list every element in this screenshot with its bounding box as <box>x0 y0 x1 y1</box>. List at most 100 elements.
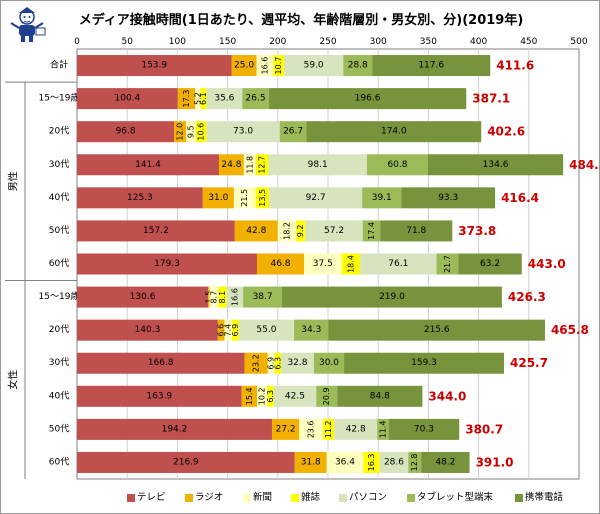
bar-segment <box>267 352 275 374</box>
segment-label: 48.2 <box>435 457 455 467</box>
segment-label: 174.0 <box>381 127 407 137</box>
legend-item: 新聞 <box>243 489 273 503</box>
segment-label: 5.2 <box>193 92 202 105</box>
bar-segment <box>77 88 178 110</box>
bar-segment <box>328 319 545 341</box>
bar-segment <box>271 418 300 440</box>
legend-swatch <box>185 493 193 502</box>
category-label: 30代 <box>49 357 69 368</box>
bar-segment <box>305 220 363 242</box>
segment-label: 17.4 <box>367 222 376 240</box>
segment-label: 8.7 <box>209 291 218 304</box>
segment-label: 215.6 <box>424 325 450 335</box>
segment-label: 32.8 <box>287 358 307 368</box>
bar-segment <box>241 385 258 407</box>
legend-swatch <box>127 493 135 502</box>
bar-segment <box>77 220 235 242</box>
segment-label: 46.8 <box>270 259 290 269</box>
segment-label: 21.7 <box>443 255 452 273</box>
segment-label: 159.3 <box>411 358 437 368</box>
legend-swatch <box>339 493 347 502</box>
bar-segment <box>436 253 459 275</box>
category-label: 60代 <box>49 258 69 269</box>
total-label: 373.8 <box>458 224 496 238</box>
bar-segment <box>379 451 409 473</box>
segment-label: 6.1 <box>199 92 208 105</box>
bar-segment <box>408 451 422 473</box>
segment-label: 31.0 <box>208 193 228 203</box>
category-label: 合計 <box>50 59 68 71</box>
bar-segment <box>255 154 269 176</box>
bar-segment <box>267 385 274 407</box>
chart-legend: テレビ ラジオ 新聞 雑誌 パソコン タブレット型端末 携帯電話 <box>1 485 600 505</box>
bar-segment <box>244 352 268 374</box>
category-label: 30代 <box>49 159 69 170</box>
segment-label: 34.3 <box>301 325 321 335</box>
segment-label: 42.8 <box>246 226 266 236</box>
bar-segment <box>326 451 364 473</box>
segment-label: 20.9 <box>322 387 331 405</box>
bar-segment <box>233 187 256 209</box>
legend-swatch <box>515 493 523 502</box>
segment-label: 76.1 <box>388 259 408 269</box>
bar-segment <box>209 286 219 308</box>
x-tick-label: 350 <box>420 37 437 47</box>
bar-segment <box>206 121 280 143</box>
segment-label: 9.2 <box>296 225 305 238</box>
category-label: 15～19歳 <box>39 290 80 302</box>
bar-segment <box>281 352 314 374</box>
segment-label: 10.6 <box>197 123 206 141</box>
bar-segment <box>274 352 282 374</box>
bar-segment <box>242 88 269 110</box>
legend-label: 新聞 <box>253 492 273 503</box>
total-label: 425.7 <box>510 356 548 370</box>
segment-label: 6.3 <box>266 390 275 403</box>
bar-segment <box>282 286 502 308</box>
segment-label: 125.3 <box>127 193 153 203</box>
legend-item: タブレット型端末 <box>407 489 493 503</box>
total-label: 411.6 <box>496 59 534 73</box>
segment-label: 35.6 <box>214 94 234 104</box>
bar-segment <box>226 286 244 308</box>
bar-segment <box>299 418 323 440</box>
total-label: 426.3 <box>508 290 546 304</box>
bar-segment <box>362 187 402 209</box>
bar-segment <box>273 55 285 77</box>
segment-label: 26.5 <box>246 94 266 104</box>
bar-segment <box>341 253 361 275</box>
segment-label: 92.7 <box>306 193 326 203</box>
segment-label: 18.4 <box>346 255 355 273</box>
group-label: 男性 <box>7 171 20 191</box>
segment-label: 179.3 <box>154 259 180 269</box>
bar-segment <box>77 385 242 407</box>
bar-segment <box>202 187 234 209</box>
segment-label: 12.8 <box>410 454 419 472</box>
bar-segment <box>195 88 201 110</box>
bar-segment <box>362 220 381 242</box>
legend-item: パソコン <box>339 489 387 503</box>
segment-label: 11.2 <box>324 420 333 438</box>
segment-label: 63.2 <box>480 259 500 269</box>
bar-segment <box>380 220 453 242</box>
bar-segment <box>273 385 317 407</box>
legend-item: ラジオ <box>185 489 223 503</box>
bar-segment <box>77 319 218 341</box>
total-label: 402.6 <box>487 125 525 139</box>
segment-label: 55.0 <box>256 325 276 335</box>
bar-segment <box>77 451 295 473</box>
bar-segment <box>234 220 278 242</box>
segment-label: 24.8 <box>221 160 241 170</box>
bar-segment <box>268 154 367 176</box>
segment-label: 96.8 <box>116 127 136 137</box>
segment-label: 27.2 <box>276 424 296 434</box>
category-label: 20代 <box>49 324 69 335</box>
bar-segment <box>77 187 203 209</box>
segment-label: 39.1 <box>372 193 392 203</box>
bar-segment <box>217 319 225 341</box>
bar-segment <box>77 154 219 176</box>
segment-label: 11.8 <box>245 156 254 174</box>
bar-segment <box>363 451 380 473</box>
x-tick-label: 0 <box>74 37 80 47</box>
segment-label: 117.6 <box>418 61 444 71</box>
category-label: 15～19歳 <box>39 92 80 104</box>
